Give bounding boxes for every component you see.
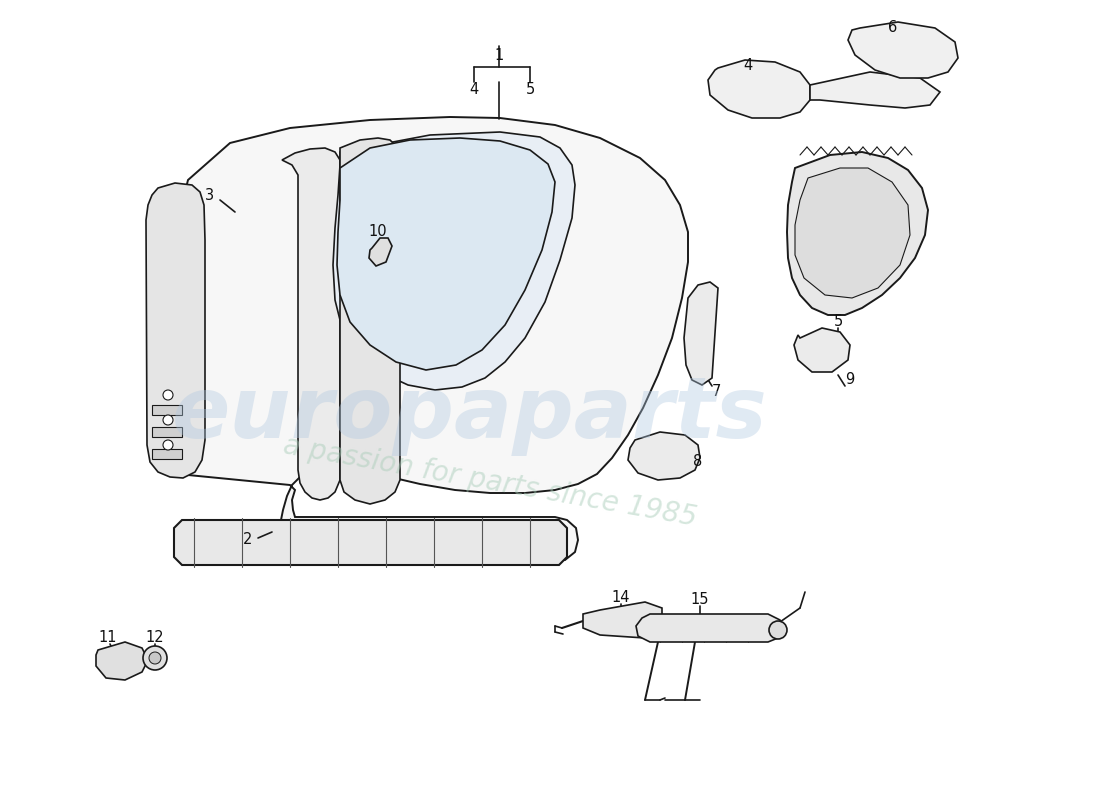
Polygon shape <box>368 238 392 266</box>
Polygon shape <box>146 183 205 478</box>
Text: 4: 4 <box>470 82 478 97</box>
Circle shape <box>148 652 161 664</box>
Polygon shape <box>794 328 850 372</box>
Polygon shape <box>96 642 148 680</box>
Text: 12: 12 <box>145 630 164 646</box>
Polygon shape <box>583 602 662 638</box>
Text: 5: 5 <box>526 82 535 97</box>
Polygon shape <box>795 168 910 298</box>
Text: 7: 7 <box>712 385 720 399</box>
Text: 5: 5 <box>834 314 843 330</box>
Text: 10: 10 <box>368 225 387 239</box>
Text: a passion for parts since 1985: a passion for parts since 1985 <box>280 432 700 532</box>
Text: 1: 1 <box>494 47 504 62</box>
Polygon shape <box>786 152 928 315</box>
Polygon shape <box>848 22 958 78</box>
Bar <box>152 405 182 415</box>
Polygon shape <box>340 138 400 504</box>
Text: 4: 4 <box>744 58 752 73</box>
Text: 8: 8 <box>693 454 703 470</box>
Polygon shape <box>628 432 700 480</box>
Circle shape <box>163 440 173 450</box>
Circle shape <box>163 415 173 425</box>
Text: 3: 3 <box>206 187 214 202</box>
Text: 15: 15 <box>691 593 710 607</box>
Circle shape <box>143 646 167 670</box>
Bar <box>152 427 182 437</box>
Text: europaparts: europaparts <box>172 374 768 457</box>
Polygon shape <box>684 282 718 385</box>
Polygon shape <box>636 614 783 642</box>
Polygon shape <box>182 117 688 560</box>
Text: 14: 14 <box>612 590 630 606</box>
Polygon shape <box>810 72 940 108</box>
Text: 9: 9 <box>846 373 855 387</box>
Text: 11: 11 <box>99 630 118 646</box>
Polygon shape <box>708 60 810 118</box>
Polygon shape <box>282 148 340 500</box>
Text: 6: 6 <box>889 21 898 35</box>
Circle shape <box>769 621 786 639</box>
Circle shape <box>163 390 173 400</box>
Bar <box>152 449 182 459</box>
Polygon shape <box>333 132 575 390</box>
Text: 2: 2 <box>243 533 253 547</box>
Polygon shape <box>337 138 556 370</box>
Polygon shape <box>174 520 566 565</box>
